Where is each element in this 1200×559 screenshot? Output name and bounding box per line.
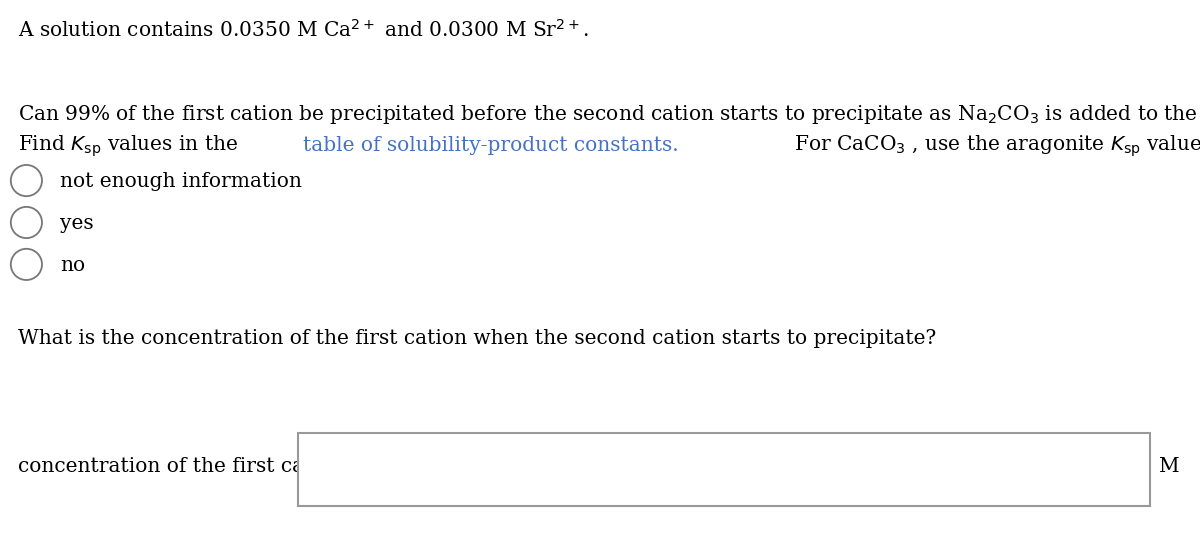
Text: Can 99% of the first cation be precipitated before the second cation starts to p: Can 99% of the first cation be precipita… — [18, 103, 1200, 126]
FancyBboxPatch shape — [298, 433, 1150, 506]
Text: M: M — [1159, 457, 1180, 476]
Text: no: no — [60, 256, 85, 275]
Text: concentration of the first cation:: concentration of the first cation: — [18, 457, 350, 476]
Text: What is the concentration of the first cation when the second cation starts to p: What is the concentration of the first c… — [18, 329, 936, 348]
Text: not enough information: not enough information — [60, 172, 302, 191]
Text: A solution contains 0.0350 M Ca$^{2+}$ and 0.0300 M Sr$^{2+}$.: A solution contains 0.0350 M Ca$^{2+}$ a… — [18, 18, 589, 40]
Text: yes: yes — [60, 214, 94, 233]
Text: Find $K_{\rm sp}$ values in the: Find $K_{\rm sp}$ values in the — [18, 134, 239, 159]
Text: For CaCO$_3$ , use the aragonite $K_{\rm sp}$ value.: For CaCO$_3$ , use the aragonite $K_{\rm… — [788, 134, 1200, 159]
Text: table of solubility-product constants.: table of solubility-product constants. — [304, 136, 679, 155]
